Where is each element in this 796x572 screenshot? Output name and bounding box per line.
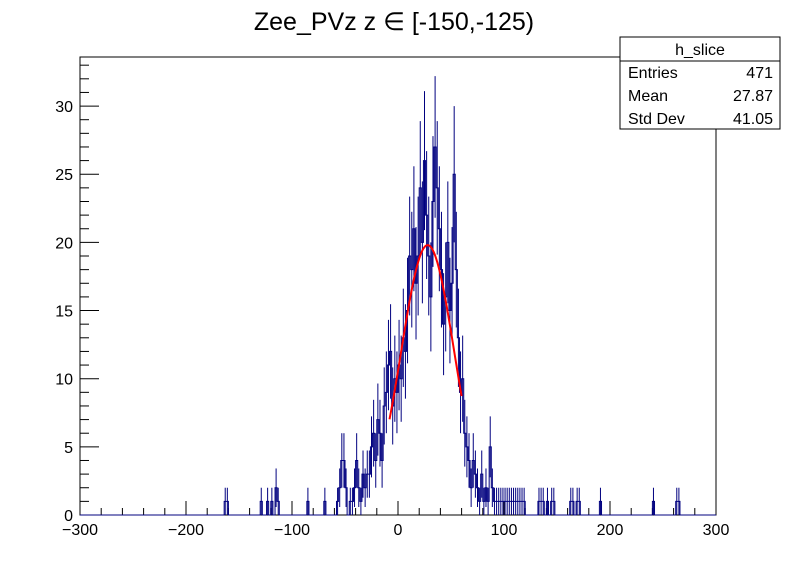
x-tick-label: −200: [168, 522, 204, 539]
x-tick-label: 300: [703, 522, 730, 539]
y-tick-label: 30: [55, 99, 73, 116]
x-tick-label: 0: [394, 522, 403, 539]
y-tick-label: 20: [55, 235, 73, 252]
gaussian-fit: [388, 244, 463, 420]
stats-box-frame: [619, 36, 781, 130]
stats-stddev-value: 41.05: [733, 111, 773, 128]
stats-box: h_slice Entries 471 Mean 27.87 Std Dev 4…: [619, 36, 781, 130]
axis-ticks: −300 −200 −100 0 100 200 300 0 5 10 15 20 25 30: [55, 64, 730, 539]
y-tick-label: 10: [55, 372, 73, 389]
chart-title: Zee_PVz z ∈ [-150,-125): [254, 8, 534, 36]
stats-box-title: h_slice: [675, 42, 725, 59]
stats-entries-label: Entries: [628, 65, 678, 82]
y-tick-label: 0: [64, 508, 73, 525]
stats-mean-label: Mean: [628, 88, 668, 105]
y-tick-label: 5: [64, 440, 73, 457]
y-tick-label: 25: [55, 167, 73, 184]
stats-mean-value: 27.87: [733, 88, 773, 105]
y-tick-label: 15: [55, 304, 73, 321]
x-tick-label: 100: [491, 522, 518, 539]
stats-stddev-label: Std Dev: [628, 111, 685, 128]
x-tick-label: −300: [62, 522, 98, 539]
histogram-bars: [80, 76, 716, 516]
stats-entries-value: 471: [746, 65, 773, 82]
histogram-outline: [80, 146, 716, 516]
gaussian-fit-curve: [388, 244, 463, 420]
x-tick-label: −100: [274, 522, 310, 539]
x-tick-label: 200: [597, 522, 624, 539]
